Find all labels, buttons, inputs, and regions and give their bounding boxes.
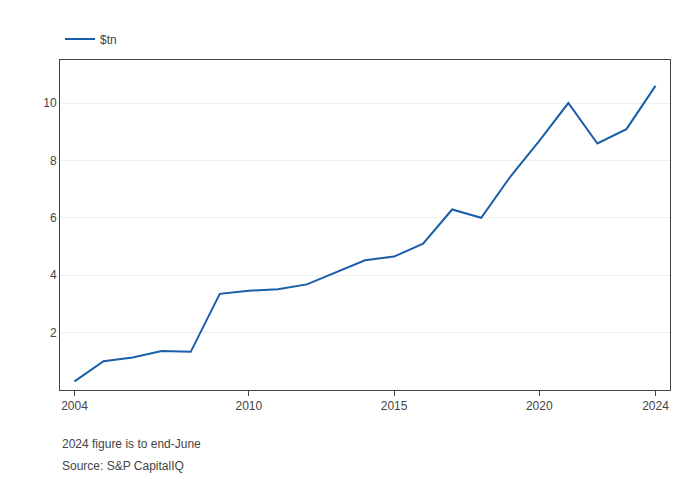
svg-text:8: 8 bbox=[50, 154, 57, 168]
svg-text:Source: S&P CapitalIQ: Source: S&P CapitalIQ bbox=[62, 459, 184, 473]
svg-text:6: 6 bbox=[50, 211, 57, 225]
svg-text:2024 figure is to end-June: 2024 figure is to end-June bbox=[62, 437, 201, 451]
svg-text:2: 2 bbox=[50, 326, 57, 340]
svg-text:2015: 2015 bbox=[381, 399, 408, 413]
svg-text:2004: 2004 bbox=[61, 399, 88, 413]
svg-text:2010: 2010 bbox=[235, 399, 262, 413]
svg-text:10: 10 bbox=[43, 96, 57, 110]
svg-text:$tn: $tn bbox=[100, 33, 117, 47]
svg-text:4: 4 bbox=[50, 268, 57, 282]
svg-text:2024: 2024 bbox=[642, 399, 669, 413]
svg-text:2020: 2020 bbox=[526, 399, 553, 413]
